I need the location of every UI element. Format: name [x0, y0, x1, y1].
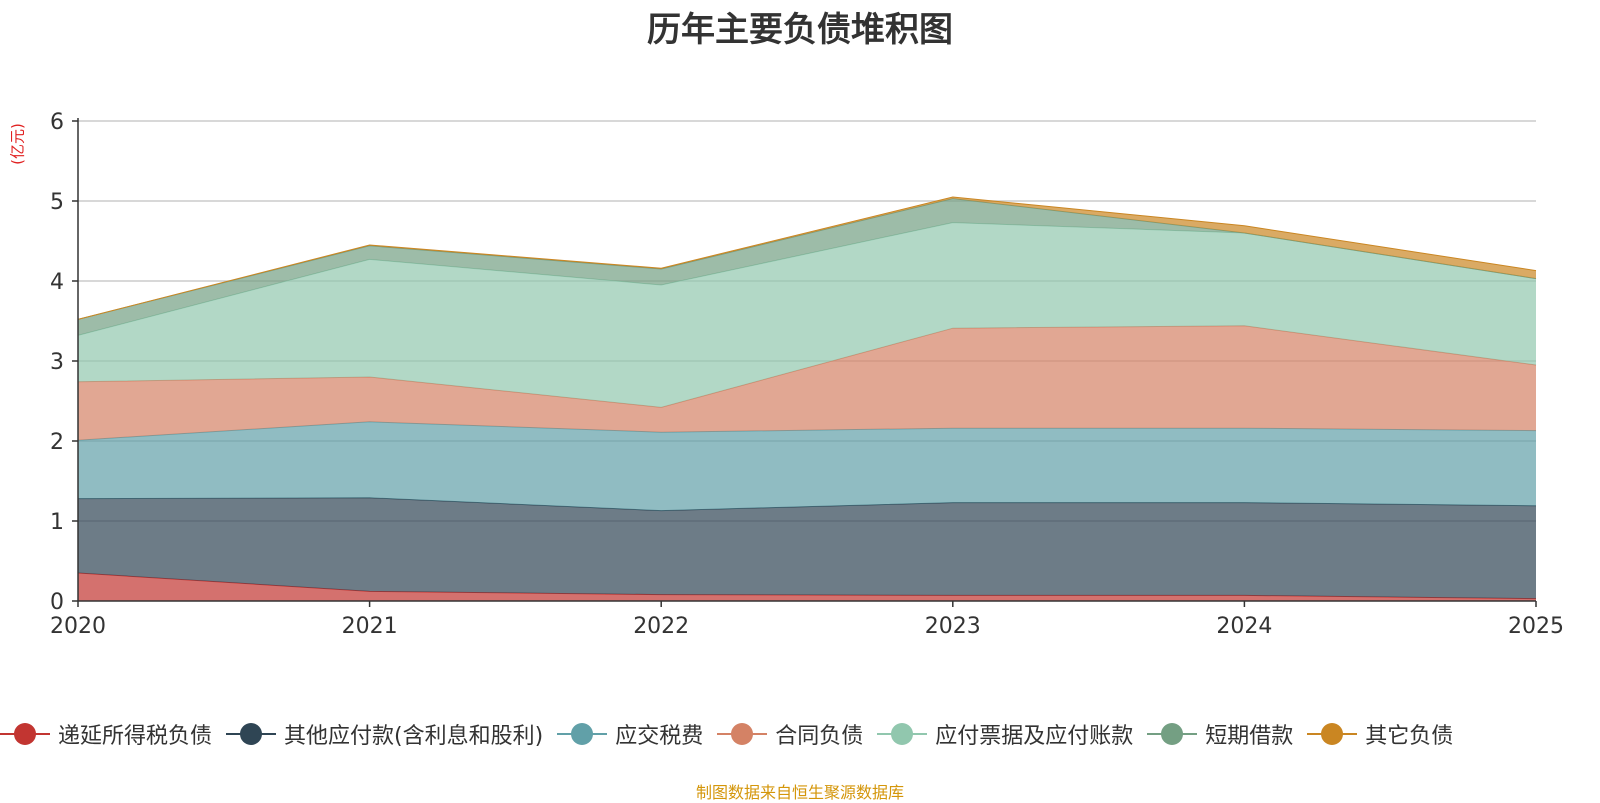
y-tick-label: 6 [50, 110, 64, 135]
area-layer [77, 196, 1537, 601]
legend-swatch [1147, 722, 1198, 746]
chart-title: 历年主要负债堆积图 [647, 10, 953, 50]
legend-marker [731, 723, 754, 745]
y-tick-label: 5 [50, 190, 64, 215]
area-series-4 [78, 222, 1536, 408]
legend-label: 递延所得税负债 [58, 724, 213, 749]
legend-marker [891, 723, 914, 745]
legend-marker [240, 723, 263, 745]
legend-item[interactable]: 递延所得税负债 [0, 718, 212, 750]
legend-swatch [717, 722, 768, 746]
legend-item[interactable]: 短期借款 [1147, 718, 1293, 750]
x-tick-label: 2022 [633, 614, 689, 639]
legend-item[interactable]: 其它负债 [1307, 718, 1453, 750]
x-tick-label: 2025 [1508, 614, 1564, 639]
legend-marker [571, 723, 594, 745]
y-tick-label: 1 [50, 510, 64, 535]
y-tick-label: 2 [50, 430, 64, 455]
x-tick-label: 2020 [50, 614, 106, 639]
legend-label: 短期借款 [1205, 724, 1294, 749]
legend-label: 应交税费 [615, 724, 704, 749]
legend-swatch [877, 722, 928, 746]
x-tick-label: 2021 [342, 614, 398, 639]
legend-swatch [226, 722, 277, 746]
legend-marker [1321, 723, 1344, 745]
legend-swatch [557, 722, 608, 746]
legend-swatch [1307, 722, 1358, 746]
area-series-0 [78, 573, 1536, 601]
legend-item[interactable]: 其他应付款(含利息和股利) [226, 718, 543, 750]
axis-layer: 0 1 2 3 4 5 6 2020 2021 2022 2023 2024 2025 [50, 110, 1564, 639]
y-axis-unit-label: (亿元) [8, 123, 27, 165]
area-series-2 [78, 421, 1536, 511]
legend-marker [1161, 723, 1184, 745]
x-tick-label: 2023 [925, 614, 981, 639]
y-tick-label: 0 [50, 590, 64, 615]
legend: 递延所得税负债 其他应付款(含利息和股利) 应交税费 合同负债 应付票据及应付账款 短期借… [0, 716, 1467, 752]
area-series-1 [78, 497, 1536, 599]
y-tick-label: 4 [50, 270, 64, 295]
legend-swatch [0, 722, 50, 746]
x-tick-label: 2024 [1216, 614, 1272, 639]
legend-item[interactable]: 合同负债 [717, 718, 863, 750]
area-series-line-6 [77, 196, 1537, 320]
y-tick-label: 3 [50, 350, 64, 375]
area-series-3 [78, 325, 1536, 441]
source-note: 制图数据来自恒生聚源数据库 [695, 783, 904, 802]
legend-label: 应付票据及应付账款 [935, 724, 1134, 749]
legend-label: 合同负债 [775, 724, 864, 749]
legend-item[interactable]: 应交税费 [557, 718, 703, 750]
legend-item[interactable]: 应付票据及应付账款 [877, 718, 1133, 750]
legend-label: 其它负债 [1365, 724, 1454, 749]
legend-marker [14, 723, 36, 745]
legend-label: 其他应付款(含利息和股利) [284, 724, 544, 749]
